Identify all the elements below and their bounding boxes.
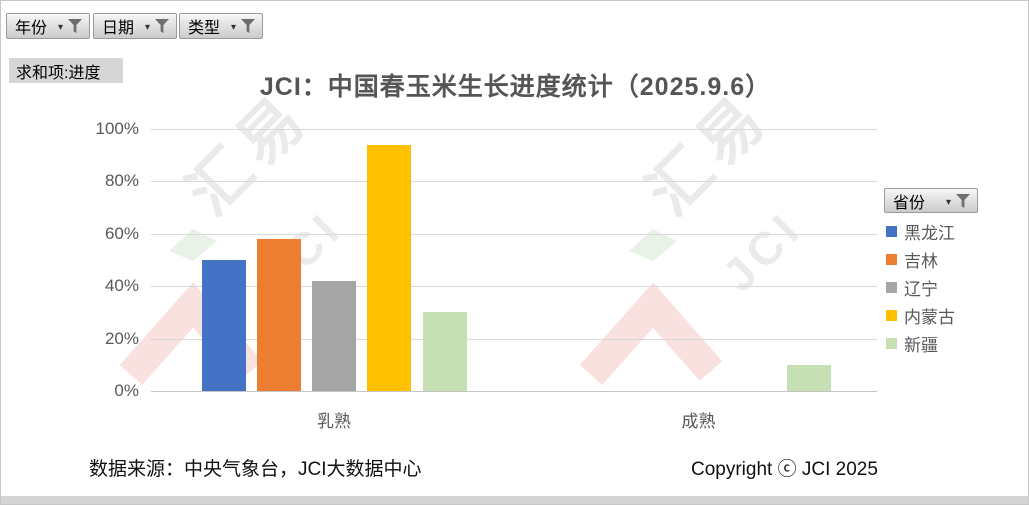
legend-label: 新疆: [904, 335, 938, 355]
legend-item-内蒙古: 内蒙古: [886, 301, 955, 329]
bar-新疆-乳熟[interactable]: [422, 312, 467, 391]
filter-button-year[interactable]: 年份 ▾: [6, 13, 90, 39]
y-axis-tick-label: 80%: [104, 171, 139, 191]
filter-button-date[interactable]: 日期 ▾: [93, 13, 177, 39]
legend-item-吉林: 吉林: [886, 245, 955, 273]
y-axis-tick-label: 20%: [104, 328, 139, 348]
legend-swatch: [886, 281, 897, 293]
legend-label: 辽宁: [904, 279, 938, 299]
dropdown-caret-icon: ▾: [230, 22, 236, 33]
watermark-red-mark: [579, 282, 723, 385]
filter-button-type[interactable]: 类型 ▾: [179, 13, 263, 39]
value-field-button[interactable]: 求和项:进度: [9, 58, 123, 83]
funnel-icon: [241, 19, 255, 33]
y-axis-tick-label: 100%: [95, 119, 139, 138]
legend-swatch: [886, 309, 897, 321]
legend-swatch: [886, 253, 897, 265]
bar-内蒙古-乳熟[interactable]: [367, 144, 412, 391]
gridline: [151, 338, 877, 340]
y-axis-tick-label: 0%: [114, 381, 139, 400]
gridline: [151, 286, 877, 288]
filter-label-type: 类型: [188, 20, 221, 37]
funnel-icon: [68, 19, 82, 33]
legend-filter-label: 省份: [893, 194, 926, 212]
dropdown-caret-icon: ▾: [945, 196, 951, 208]
bar-辽宁-乳熟[interactable]: [312, 280, 356, 391]
legend: 黑龙江吉林辽宁内蒙古新疆: [886, 217, 955, 357]
legend-swatch: [886, 225, 897, 237]
bar-吉林-乳熟[interactable]: [256, 239, 301, 391]
bar-新疆-成熟[interactable]: [787, 364, 831, 391]
data-source-text: 数据来源：中央气象台，JCI大数据中心: [89, 459, 422, 480]
legend-item-新疆: 新疆: [886, 329, 955, 357]
x-axis-category-label: 乳熟: [317, 412, 351, 431]
legend-filter-button-province[interactable]: 省份 ▾: [884, 188, 978, 213]
bar-黑龙江-乳熟[interactable]: [201, 260, 246, 391]
y-axis-tick-label: 60%: [104, 223, 139, 243]
funnel-icon: [155, 19, 169, 33]
filter-label-date: 日期: [102, 20, 135, 37]
funnel-icon: [956, 193, 970, 208]
bottom-strip: [1, 496, 1028, 504]
dropdown-caret-icon: ▾: [57, 22, 63, 33]
gridline: [151, 181, 877, 183]
legend-label: 内蒙古: [904, 307, 955, 327]
y-axis-tick-label: 40%: [104, 276, 139, 296]
dropdown-caret-icon: ▾: [144, 22, 150, 33]
legend-label: 吉林: [904, 251, 938, 271]
x-axis-line: [151, 391, 877, 392]
legend-swatch: [886, 337, 897, 349]
legend-item-辽宁: 辽宁: [886, 273, 955, 301]
chart-title: JCI：中国春玉米生长进度统计（2025.9.6）: [259, 73, 772, 101]
legend-item-黑龙江: 黑龙江: [886, 217, 955, 245]
gridline: [151, 233, 877, 235]
gridline: [151, 129, 877, 130]
x-axis-category-label: 成熟: [681, 412, 716, 431]
filter-label-year: 年份: [15, 20, 48, 37]
copyright-text: Copyright ⓒ JCI 2025: [691, 459, 878, 480]
legend-label: 黑龙江: [904, 223, 955, 243]
